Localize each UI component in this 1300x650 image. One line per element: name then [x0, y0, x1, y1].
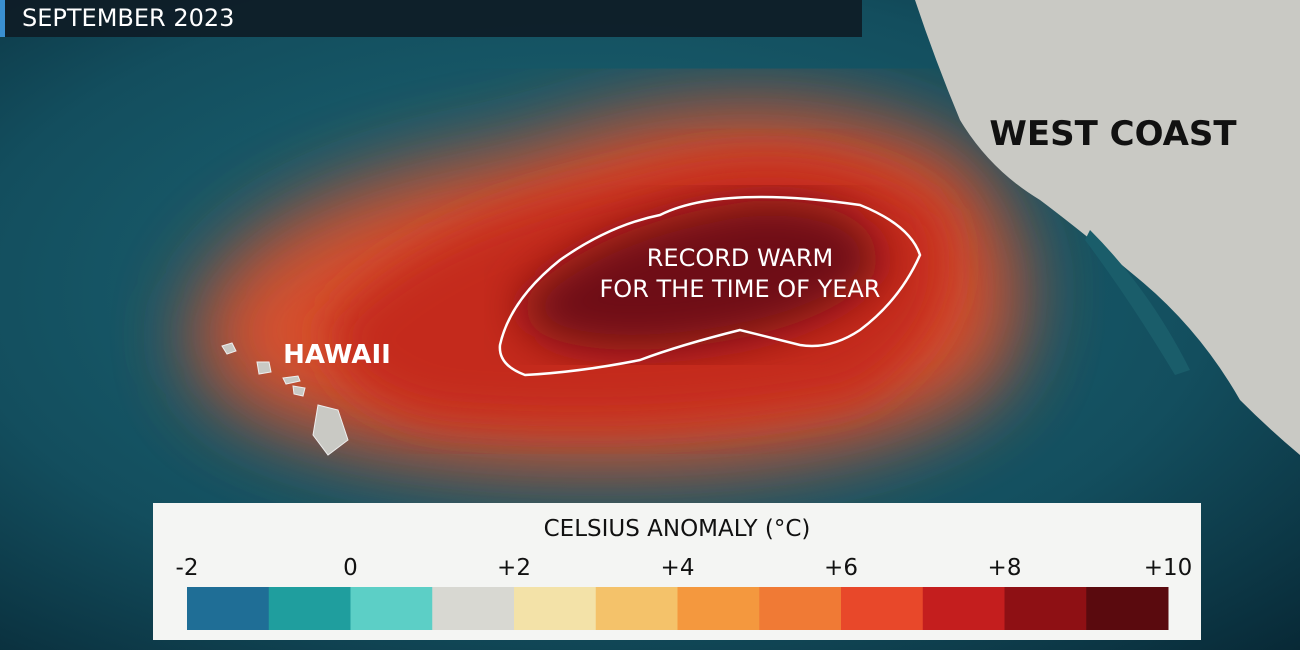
header-title: SEPTEMBER 2023	[22, 4, 234, 32]
anomaly-field	[192, 105, 1023, 470]
legend-title: CELSIUS ANOMALY (°C)	[544, 516, 811, 542]
tick-label: 0	[343, 555, 358, 581]
legend-swatch	[268, 587, 351, 630]
header-bar	[0, 0, 862, 37]
islands	[221, 342, 349, 456]
legend-swatch	[677, 587, 760, 630]
region-label: WEST COAST	[989, 114, 1237, 154]
legend-swatch	[595, 587, 678, 630]
header-accent	[0, 0, 5, 37]
tick-label: -2	[176, 555, 199, 581]
legend-swatch	[759, 587, 842, 630]
land	[915, 0, 1300, 455]
tick-label: +10	[1144, 555, 1193, 581]
legend-swatch	[350, 587, 433, 630]
annotation: RECORD WARM	[647, 244, 834, 272]
legend-swatch	[922, 587, 1005, 630]
tick-label: +8	[988, 555, 1022, 581]
legend-swatch	[1004, 587, 1087, 630]
legend-swatch	[514, 587, 597, 630]
legend-swatch	[432, 587, 515, 630]
legend: CELSIUS ANOMALY (°C) -2 0 +2 +4 +6 +8 +10	[153, 503, 1201, 640]
legend-swatch	[1086, 587, 1169, 630]
gulf	[1085, 230, 1190, 375]
region-label: HAWAII	[283, 340, 391, 370]
legend-swatch	[841, 587, 924, 630]
record-outline	[498, 195, 922, 377]
legend-swatch	[187, 587, 270, 630]
tick-label: +2	[497, 555, 531, 581]
tick-label: +4	[661, 555, 695, 581]
annotation: FOR THE TIME OF YEAR	[600, 275, 881, 303]
tick-label: +6	[824, 555, 858, 581]
